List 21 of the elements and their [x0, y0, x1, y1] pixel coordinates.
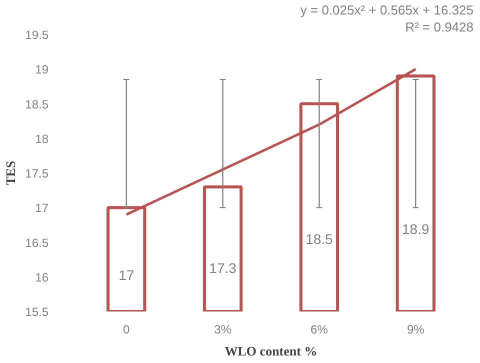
y-tick-label: 15.5 — [25, 305, 49, 319]
y-tick-label: 18 — [35, 132, 49, 146]
y-tick-label: 17.5 — [25, 166, 49, 180]
y-tick-label: 19 — [35, 62, 49, 77]
x-tick-label: 9% — [406, 322, 425, 336]
data-label: 18.9 — [402, 221, 430, 238]
y-axis-title: TES — [3, 160, 18, 186]
x-tick-label: 6% — [310, 322, 328, 336]
data-label: 17.3 — [209, 260, 237, 276]
y-tick-label: 19.5 — [25, 28, 49, 42]
y-tick-label: 16 — [35, 270, 49, 284]
data-label: 18.5 — [306, 230, 334, 247]
text: R² = 0.9428 — [405, 20, 474, 34]
y-tick-label: 18.5 — [25, 97, 49, 112]
y-tick-label: 16.5 — [25, 236, 49, 250]
x-tick-label: 0 — [123, 322, 130, 336]
x-axis-title: WLO content % — [224, 344, 318, 358]
x-tick-label: 3% — [214, 322, 232, 336]
y-tick-label: 17 — [35, 201, 49, 216]
data-label: 17 — [118, 267, 134, 284]
text: y = 0.025x² + 0.565x + 16.325 — [300, 2, 474, 18]
